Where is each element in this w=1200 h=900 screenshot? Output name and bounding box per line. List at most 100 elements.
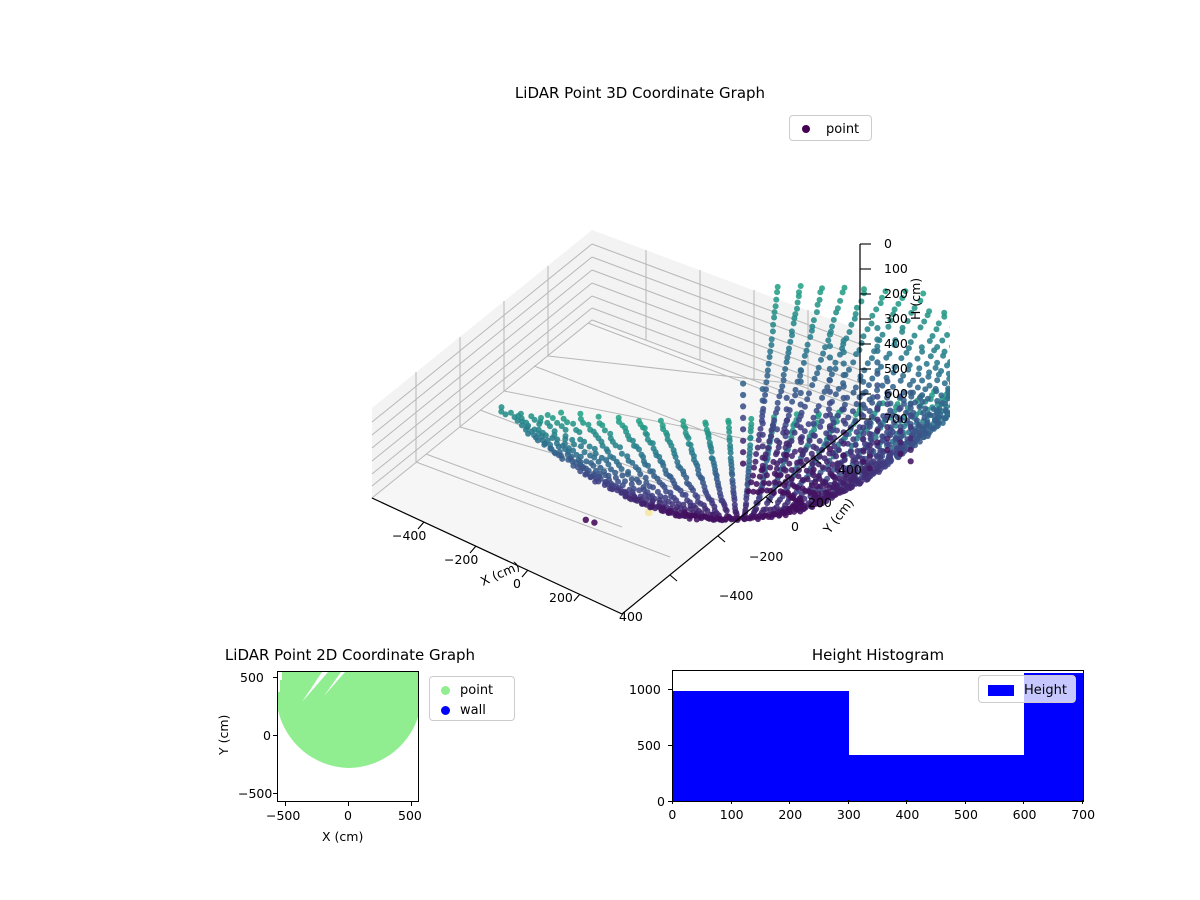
scatter-point-3d xyxy=(595,413,602,420)
legend-entry-height[interactable]: Height xyxy=(985,680,1069,700)
scatter-point-3d xyxy=(848,321,855,328)
scatter-point-3d xyxy=(798,409,805,416)
ytick-hist-1: 500 xyxy=(637,738,661,753)
scatter-point-3d xyxy=(895,300,902,307)
scatter-point-3d xyxy=(866,465,873,472)
scatter-point-3d xyxy=(804,476,811,483)
scatter-point-3d xyxy=(941,313,948,320)
scatter-point-3d xyxy=(785,412,792,419)
scatter-point-3d xyxy=(823,430,830,437)
axes-2d[interactable] xyxy=(277,671,419,802)
scatter-point-3d xyxy=(905,345,912,352)
scatter-point-3d xyxy=(897,377,904,384)
histogram-bar xyxy=(848,754,1025,801)
scatter-point-3d xyxy=(681,509,688,516)
axes-histogram[interactable] xyxy=(672,670,1084,802)
xtick-hist-label: 300 xyxy=(836,807,861,822)
scatter-point-3d xyxy=(841,284,848,291)
scatter-point-3d xyxy=(626,495,633,502)
scatter-point-3d xyxy=(816,296,823,303)
scatter-point-3d xyxy=(773,451,779,458)
ztick-3d-1: 100 xyxy=(884,261,908,276)
scatter-point-3d xyxy=(585,421,592,428)
yaxis-2d-label: Y (cm) xyxy=(216,714,231,755)
ytick-3d-1: −200 xyxy=(749,549,784,564)
scatter-point-3d xyxy=(729,471,736,478)
scatter-point-3d xyxy=(814,301,821,308)
scatter-point-3d xyxy=(860,424,867,431)
scatter-point-3d xyxy=(798,367,805,374)
scatter-point-3d xyxy=(531,416,538,423)
legend-entry-point[interactable]: point xyxy=(436,680,508,700)
scatter-point-3d xyxy=(911,305,918,311)
scatter-point-3d xyxy=(789,398,796,405)
scatter-point-3d xyxy=(774,405,781,412)
scatter-point-3d xyxy=(778,388,785,395)
scatter-point-3d xyxy=(834,460,841,467)
scatter-point-3d xyxy=(547,445,554,452)
scatter-point-3d xyxy=(764,372,771,379)
scatter-point-3d xyxy=(822,344,829,351)
scatter-point-3d xyxy=(796,289,802,296)
xtick-hist-label: 500 xyxy=(954,807,978,822)
ztick-3d-4: 400 xyxy=(884,336,908,351)
scatter-point-3d xyxy=(840,406,847,413)
legend-entry-point[interactable]: point xyxy=(796,119,865,139)
grid-left xyxy=(371,243,593,487)
scatter-point-3d xyxy=(868,413,875,420)
scatter-point-3d xyxy=(680,418,687,425)
scatter-point-3d xyxy=(826,411,833,418)
ytick-hist-mark-1 xyxy=(668,745,672,746)
scatter-point-3d xyxy=(938,392,945,399)
scatter-point-3d xyxy=(879,294,885,301)
scatter-point-3d xyxy=(840,394,847,402)
scatter-point-3d xyxy=(636,446,642,453)
scatter-point-3d xyxy=(789,492,796,499)
scatter-point-3d xyxy=(731,496,738,503)
scatter-point-3d xyxy=(614,487,621,494)
scatter-point-3d xyxy=(948,409,950,415)
scatter-point-3d xyxy=(617,444,623,451)
legend-3d[interactable]: point xyxy=(789,115,872,141)
xtick-hist-label: 0 xyxy=(668,807,677,822)
scatter-point-3d xyxy=(907,435,914,442)
scatter-point-3d xyxy=(685,435,692,442)
scatter-point-3d xyxy=(760,405,767,412)
scatter-point-3d xyxy=(576,429,583,436)
axes-3d[interactable] xyxy=(330,120,950,640)
scatter-point-3d xyxy=(852,384,859,391)
scatter-point-3d xyxy=(762,391,769,398)
scatter-point-3d xyxy=(941,415,948,422)
scatter-point-3d xyxy=(541,441,548,448)
scatter-point-3d xyxy=(725,419,732,426)
legend-label-height: Height xyxy=(1024,682,1067,698)
scatter-point-3d xyxy=(874,359,881,366)
scatter-point-3d xyxy=(945,393,950,400)
scatter-point-3d xyxy=(740,426,747,433)
scatter-point-3d xyxy=(637,471,644,478)
scatter-point-3d xyxy=(768,433,775,440)
scatter-point-3d xyxy=(948,403,950,409)
legend-histogram[interactable]: Height xyxy=(978,675,1076,703)
scatter-point-3d xyxy=(860,333,867,340)
scatter-point-3d xyxy=(747,446,753,452)
scatter-point-3d xyxy=(747,428,754,435)
scatter-point-3d xyxy=(677,505,684,512)
scatter-point-3d xyxy=(892,435,899,442)
scatter-point-3d xyxy=(840,417,847,424)
xtick-2d-0: −500 xyxy=(266,808,301,823)
scatter-point-3d xyxy=(922,386,929,393)
scatter-point-3d xyxy=(821,388,828,395)
scatter-point-3d xyxy=(498,404,505,411)
scatter-point-3d xyxy=(525,430,532,437)
legend-2d[interactable]: point wall xyxy=(429,676,515,721)
scatter-point-3d xyxy=(825,337,832,344)
scatter-point-3d xyxy=(758,417,765,424)
scatter-point-3d xyxy=(941,380,948,387)
scatter-point-3d xyxy=(934,344,941,350)
scatter-point-3d xyxy=(919,392,926,399)
pane-right xyxy=(592,230,860,420)
legend-entry-wall[interactable]: wall xyxy=(436,700,508,720)
scatter-point-3d xyxy=(599,422,606,429)
scatter-point-3d xyxy=(754,444,761,451)
